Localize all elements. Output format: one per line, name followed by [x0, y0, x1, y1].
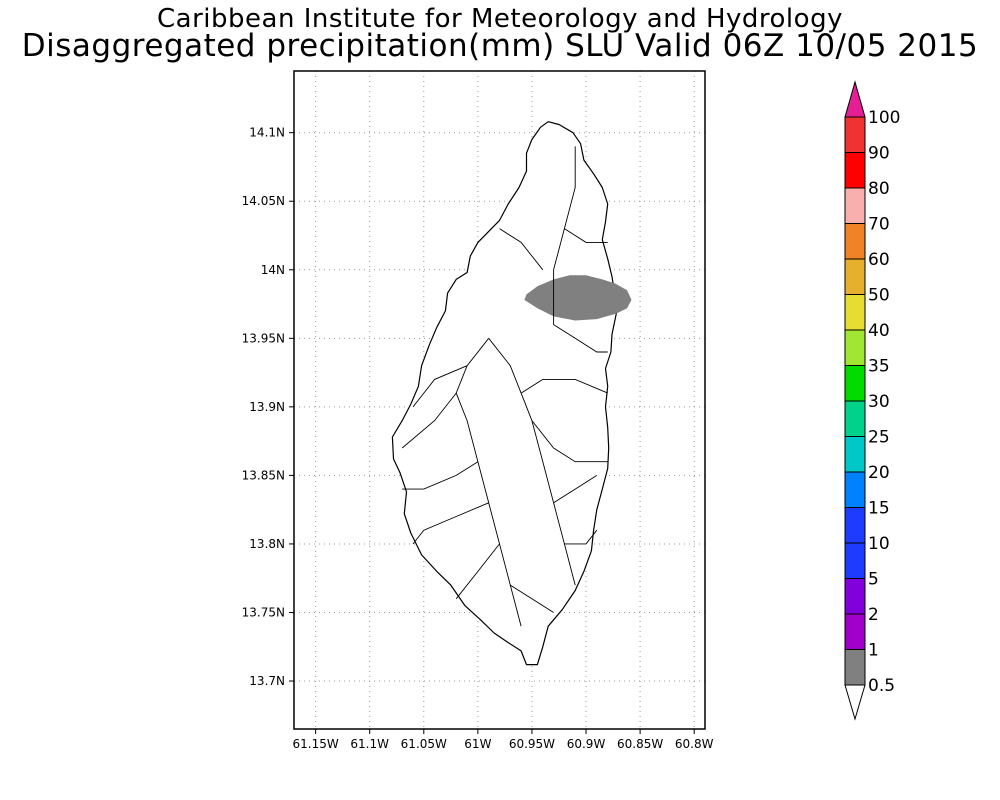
- colorbar-box: [844, 223, 866, 260]
- colorbar-label: 50: [868, 286, 890, 306]
- watershed-lines: [401, 146, 608, 627]
- precipitation-layer: [524, 275, 632, 321]
- lon-tick-label: 61.05W: [401, 737, 447, 751]
- island-layer: [391, 121, 617, 666]
- lon-tick-label: 60.85W: [617, 737, 663, 751]
- watershed-line: [564, 529, 598, 545]
- watershed-line: [531, 420, 608, 463]
- colorbar-box: [844, 578, 866, 615]
- watershed-line: [510, 584, 554, 613]
- watershed-line: [488, 338, 533, 421]
- colorbar-label: 100: [868, 108, 900, 128]
- watershed-line: [520, 378, 608, 394]
- colorbar-label: 5: [868, 570, 879, 590]
- lat-tick-label: 14.05N: [242, 194, 285, 208]
- colorbar-box: [844, 294, 866, 331]
- saint-lucia-outline: [391, 121, 617, 666]
- colorbar-label: 30: [868, 392, 890, 412]
- watershed-line: [412, 502, 489, 545]
- watershed-line: [553, 475, 598, 504]
- lat-tick-label: 14N: [261, 263, 285, 277]
- colorbar-box: [844, 542, 866, 579]
- watershed-line: [412, 365, 468, 408]
- colorbar-label: 70: [868, 215, 890, 235]
- precip-area-0.5-1mm: [524, 275, 632, 321]
- watershed-line: [564, 228, 608, 243]
- colorbar-box: [844, 365, 866, 402]
- lat-tick-label: 13.7N: [249, 674, 285, 688]
- lon-tick-label: 61.1W: [350, 737, 389, 751]
- colorbar-box: [844, 471, 866, 508]
- lat-tick-label: 13.75N: [242, 605, 285, 619]
- colorbar-label: 40: [868, 321, 890, 341]
- lon-tick-label: 61W: [464, 737, 491, 751]
- lon-tick-label: 60.8W: [675, 737, 714, 751]
- colorbar-label: 15: [868, 499, 890, 519]
- lat-tick-label: 13.95N: [242, 331, 285, 345]
- colorbar-box: [844, 436, 866, 473]
- colorbar-box: [844, 152, 866, 189]
- colorbar-box: [844, 187, 866, 224]
- map-title: Disaggregated precipitation(mm) SLU Vali…: [21, 28, 979, 64]
- colorbar-under-triangle: [844, 684, 866, 721]
- colorbar-box: [844, 400, 866, 437]
- watershed-line: [401, 392, 457, 449]
- colorbar-box: [844, 258, 866, 295]
- colorbar-box: [844, 116, 866, 153]
- colorbar-box: [844, 613, 866, 650]
- watershed-line: [553, 324, 608, 353]
- colorbar-label: 25: [868, 428, 890, 448]
- watershed-line: [499, 228, 544, 271]
- colorbar-label: 0.5: [868, 676, 895, 696]
- colorbar-label: 35: [868, 357, 890, 377]
- colorbar-over-triangle: [844, 80, 866, 118]
- lat-tick-label: 13.8N: [249, 537, 285, 551]
- lon-tick-label: 60.95W: [509, 737, 555, 751]
- colorbar-label: 90: [868, 144, 890, 164]
- colorbar-box: [844, 649, 866, 686]
- colorbar-label: 2: [868, 605, 879, 625]
- institute-title: Caribbean Institute for Meteorology and …: [157, 4, 843, 34]
- map-frame: [293, 70, 706, 730]
- lon-tick-label: 60.9W: [567, 737, 606, 751]
- colorbar-label: 10: [868, 534, 890, 554]
- lat-tick-label: 13.9N: [249, 400, 285, 414]
- watershed-line: [402, 461, 479, 490]
- colorbar-label: 1: [868, 641, 879, 661]
- lat-tick-label: 14.1N: [249, 126, 285, 140]
- colorbar-label: 60: [868, 250, 890, 270]
- colorbar-label: 20: [868, 463, 890, 483]
- colorbar-box: [844, 329, 866, 366]
- lat-tick-label: 13.85N: [242, 468, 285, 482]
- colorbar-box: [844, 507, 866, 544]
- watershed-line: [455, 543, 500, 600]
- lon-tick-label: 61.15W: [293, 737, 339, 751]
- colorbar-label: 80: [868, 179, 890, 199]
- axis-labels: 61.15W 61.1W 61.05W 61W 60.95W 60.9W 60.85W 60.…: [242, 126, 714, 751]
